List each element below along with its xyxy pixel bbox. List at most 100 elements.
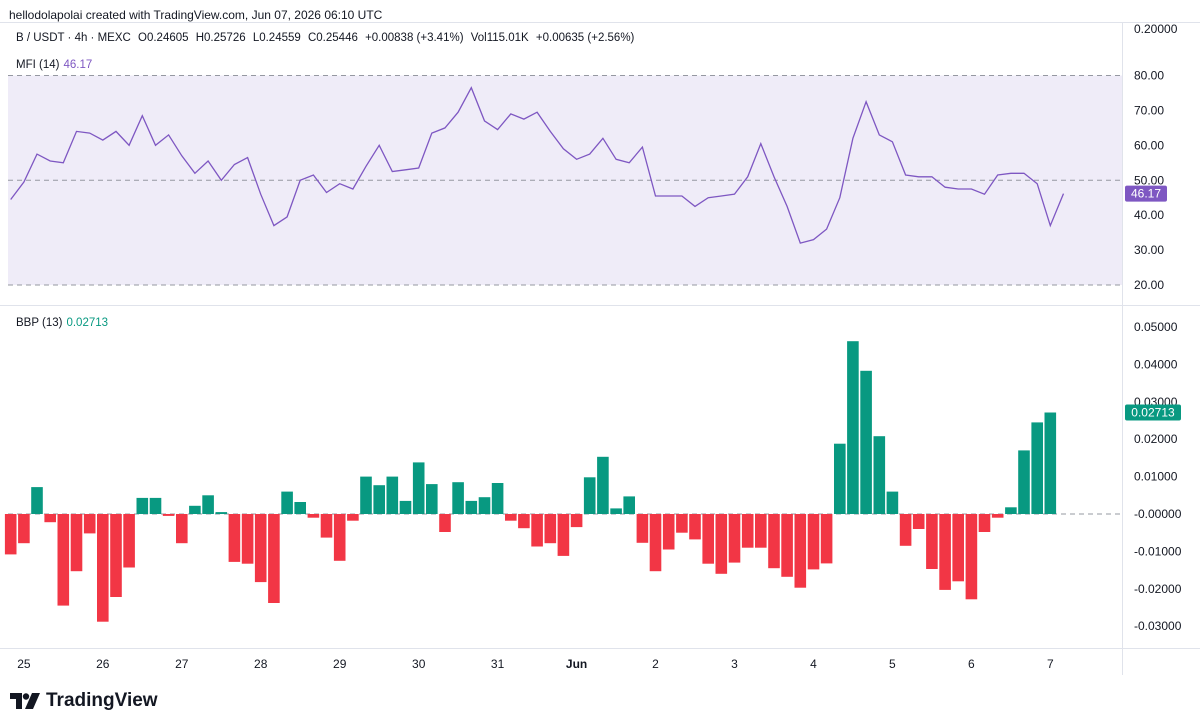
- bbp-bar: [978, 514, 991, 532]
- bbp-bar: [294, 502, 306, 514]
- bbp-bar: [610, 508, 622, 514]
- time-axis-label: Jun: [566, 657, 587, 671]
- bbp-axis-tick-label: 0.04000: [1134, 357, 1178, 371]
- bbp-bar: [333, 514, 346, 561]
- mfi-last-value-badge: [1125, 185, 1167, 202]
- bbp-bar: [1044, 412, 1057, 514]
- mfi-axis-tick-label: 30.00: [1134, 243, 1164, 257]
- mfi-axis-tick-label: 70.00: [1134, 103, 1164, 117]
- volume-change-value: +0.00635 (+2.56%): [535, 32, 635, 44]
- time-axis-label: 5: [889, 657, 896, 671]
- bbp-bar: [728, 514, 741, 563]
- bbp-bar: [44, 514, 56, 523]
- bbp-bar: [768, 514, 780, 569]
- mfi-axis-tick-label: 20.00: [1134, 278, 1164, 292]
- time-axis-label: 27: [175, 657, 189, 671]
- time-axis-label: 31: [491, 657, 505, 671]
- bbp-last-value-text: 0.02713: [1131, 406, 1175, 420]
- tradingview-logo[interactable]: TradingView: [10, 690, 158, 712]
- bbp-bar: [557, 514, 570, 556]
- bbp-bar: [1005, 507, 1017, 514]
- mfi-last-value-text: 46.17: [1131, 187, 1161, 201]
- bbp-bar: [741, 514, 754, 548]
- bbp-bar: [834, 443, 846, 514]
- bbp-bar: [360, 476, 372, 514]
- price-tick-label: 0.20000: [1134, 22, 1178, 36]
- bbp-bar: [847, 341, 859, 514]
- mfi-line: [10, 86, 1065, 244]
- bbp-bar: [399, 500, 412, 514]
- open-value: O0.24605: [138, 32, 189, 44]
- volume-value: Vol115.01K: [470, 32, 529, 44]
- ohlc-legend: B / USDT · 4h · MEXC O0.24605 H0.25726 L…: [16, 32, 638, 44]
- bbp-bar: [215, 512, 228, 514]
- bbp-axis-tick-label: -0.03000: [1134, 619, 1182, 633]
- bbp-bar: [807, 514, 820, 570]
- bbp-bar: [281, 491, 293, 514]
- mfi-axis-tick-label: 50.00: [1134, 173, 1164, 187]
- symbol-info[interactable]: B / USDT · 4h · MEXC: [16, 32, 131, 44]
- bbp-bar: [781, 514, 793, 577]
- bbp-bar: [952, 514, 964, 582]
- bbp-bar: [623, 496, 635, 514]
- bbp-bar: [373, 485, 385, 514]
- tradingview-logo-text: TradingView: [46, 690, 158, 711]
- bbp-bar: [97, 514, 109, 622]
- bbp-bar: [110, 514, 122, 597]
- bbp-bar: [939, 514, 951, 590]
- bbp-bar: [426, 484, 438, 514]
- bbp-bar: [676, 514, 688, 533]
- bbp-bar: [544, 514, 557, 544]
- bbp-current-value: 0.02713: [66, 317, 109, 329]
- bbp-bar: [583, 477, 596, 514]
- bbp-last-value-badge: [1125, 404, 1181, 421]
- bbp-bar: [505, 514, 517, 521]
- bbp-bar: [347, 514, 359, 521]
- bbp-axis-tick-label: 0.01000: [1134, 470, 1178, 484]
- time-axis-label: 29: [333, 657, 347, 671]
- low-value: L0.24559: [252, 32, 301, 44]
- bbp-bar: [31, 487, 43, 514]
- mfi-legend[interactable]: MFI (14) 46.17: [16, 59, 92, 71]
- high-value: H0.25726: [195, 32, 246, 44]
- bbp-bar: [662, 514, 675, 550]
- bbp-bar: [83, 514, 96, 534]
- bbp-bar: [57, 514, 70, 606]
- bbp-title: BBP (13): [16, 317, 63, 329]
- bbp-axis-tick-label: 0.05000: [1134, 320, 1178, 334]
- bbp-legend[interactable]: BBP (13) 0.02713: [16, 317, 108, 329]
- bbp-bar: [70, 514, 83, 572]
- bbp-bar: [899, 514, 912, 546]
- bbp-bar: [241, 514, 254, 564]
- bbp-bar: [649, 514, 662, 572]
- bbp-bar: [860, 370, 872, 514]
- bbp-bar: [478, 497, 491, 514]
- bbp-bar: [386, 476, 399, 514]
- mfi-axis-tick-label: 80.00: [1134, 69, 1164, 83]
- bbp-bar: [268, 514, 280, 603]
- bbp-bar: [452, 482, 464, 514]
- mfi-title: MFI (14): [16, 59, 60, 71]
- time-axis-label: 30: [412, 657, 426, 671]
- bbp-bar: [689, 514, 701, 540]
- bbp-bar: [176, 514, 188, 544]
- bbp-bar: [162, 514, 175, 516]
- bbp-bar: [189, 505, 201, 514]
- bbp-bar: [926, 514, 938, 569]
- bbp-bar: [123, 514, 135, 568]
- bbp-bar: [570, 514, 583, 528]
- bbp-bar: [702, 514, 714, 564]
- bbp-axis-tick-label: 0.02000: [1134, 432, 1178, 446]
- bbp-bar: [202, 495, 214, 514]
- bbp-bar: [991, 514, 1004, 518]
- bbp-bar: [254, 514, 267, 583]
- time-axis-label: 28: [254, 657, 268, 671]
- bbp-bar: [136, 497, 149, 514]
- time-axis-label: 25: [17, 657, 31, 671]
- close-value: C0.25446: [307, 32, 358, 44]
- bbp-axis-tick-label: -0.02000: [1134, 582, 1182, 596]
- bbp-bar: [18, 514, 30, 544]
- bbp-bar: [755, 514, 767, 548]
- bbp-bar: [912, 514, 925, 529]
